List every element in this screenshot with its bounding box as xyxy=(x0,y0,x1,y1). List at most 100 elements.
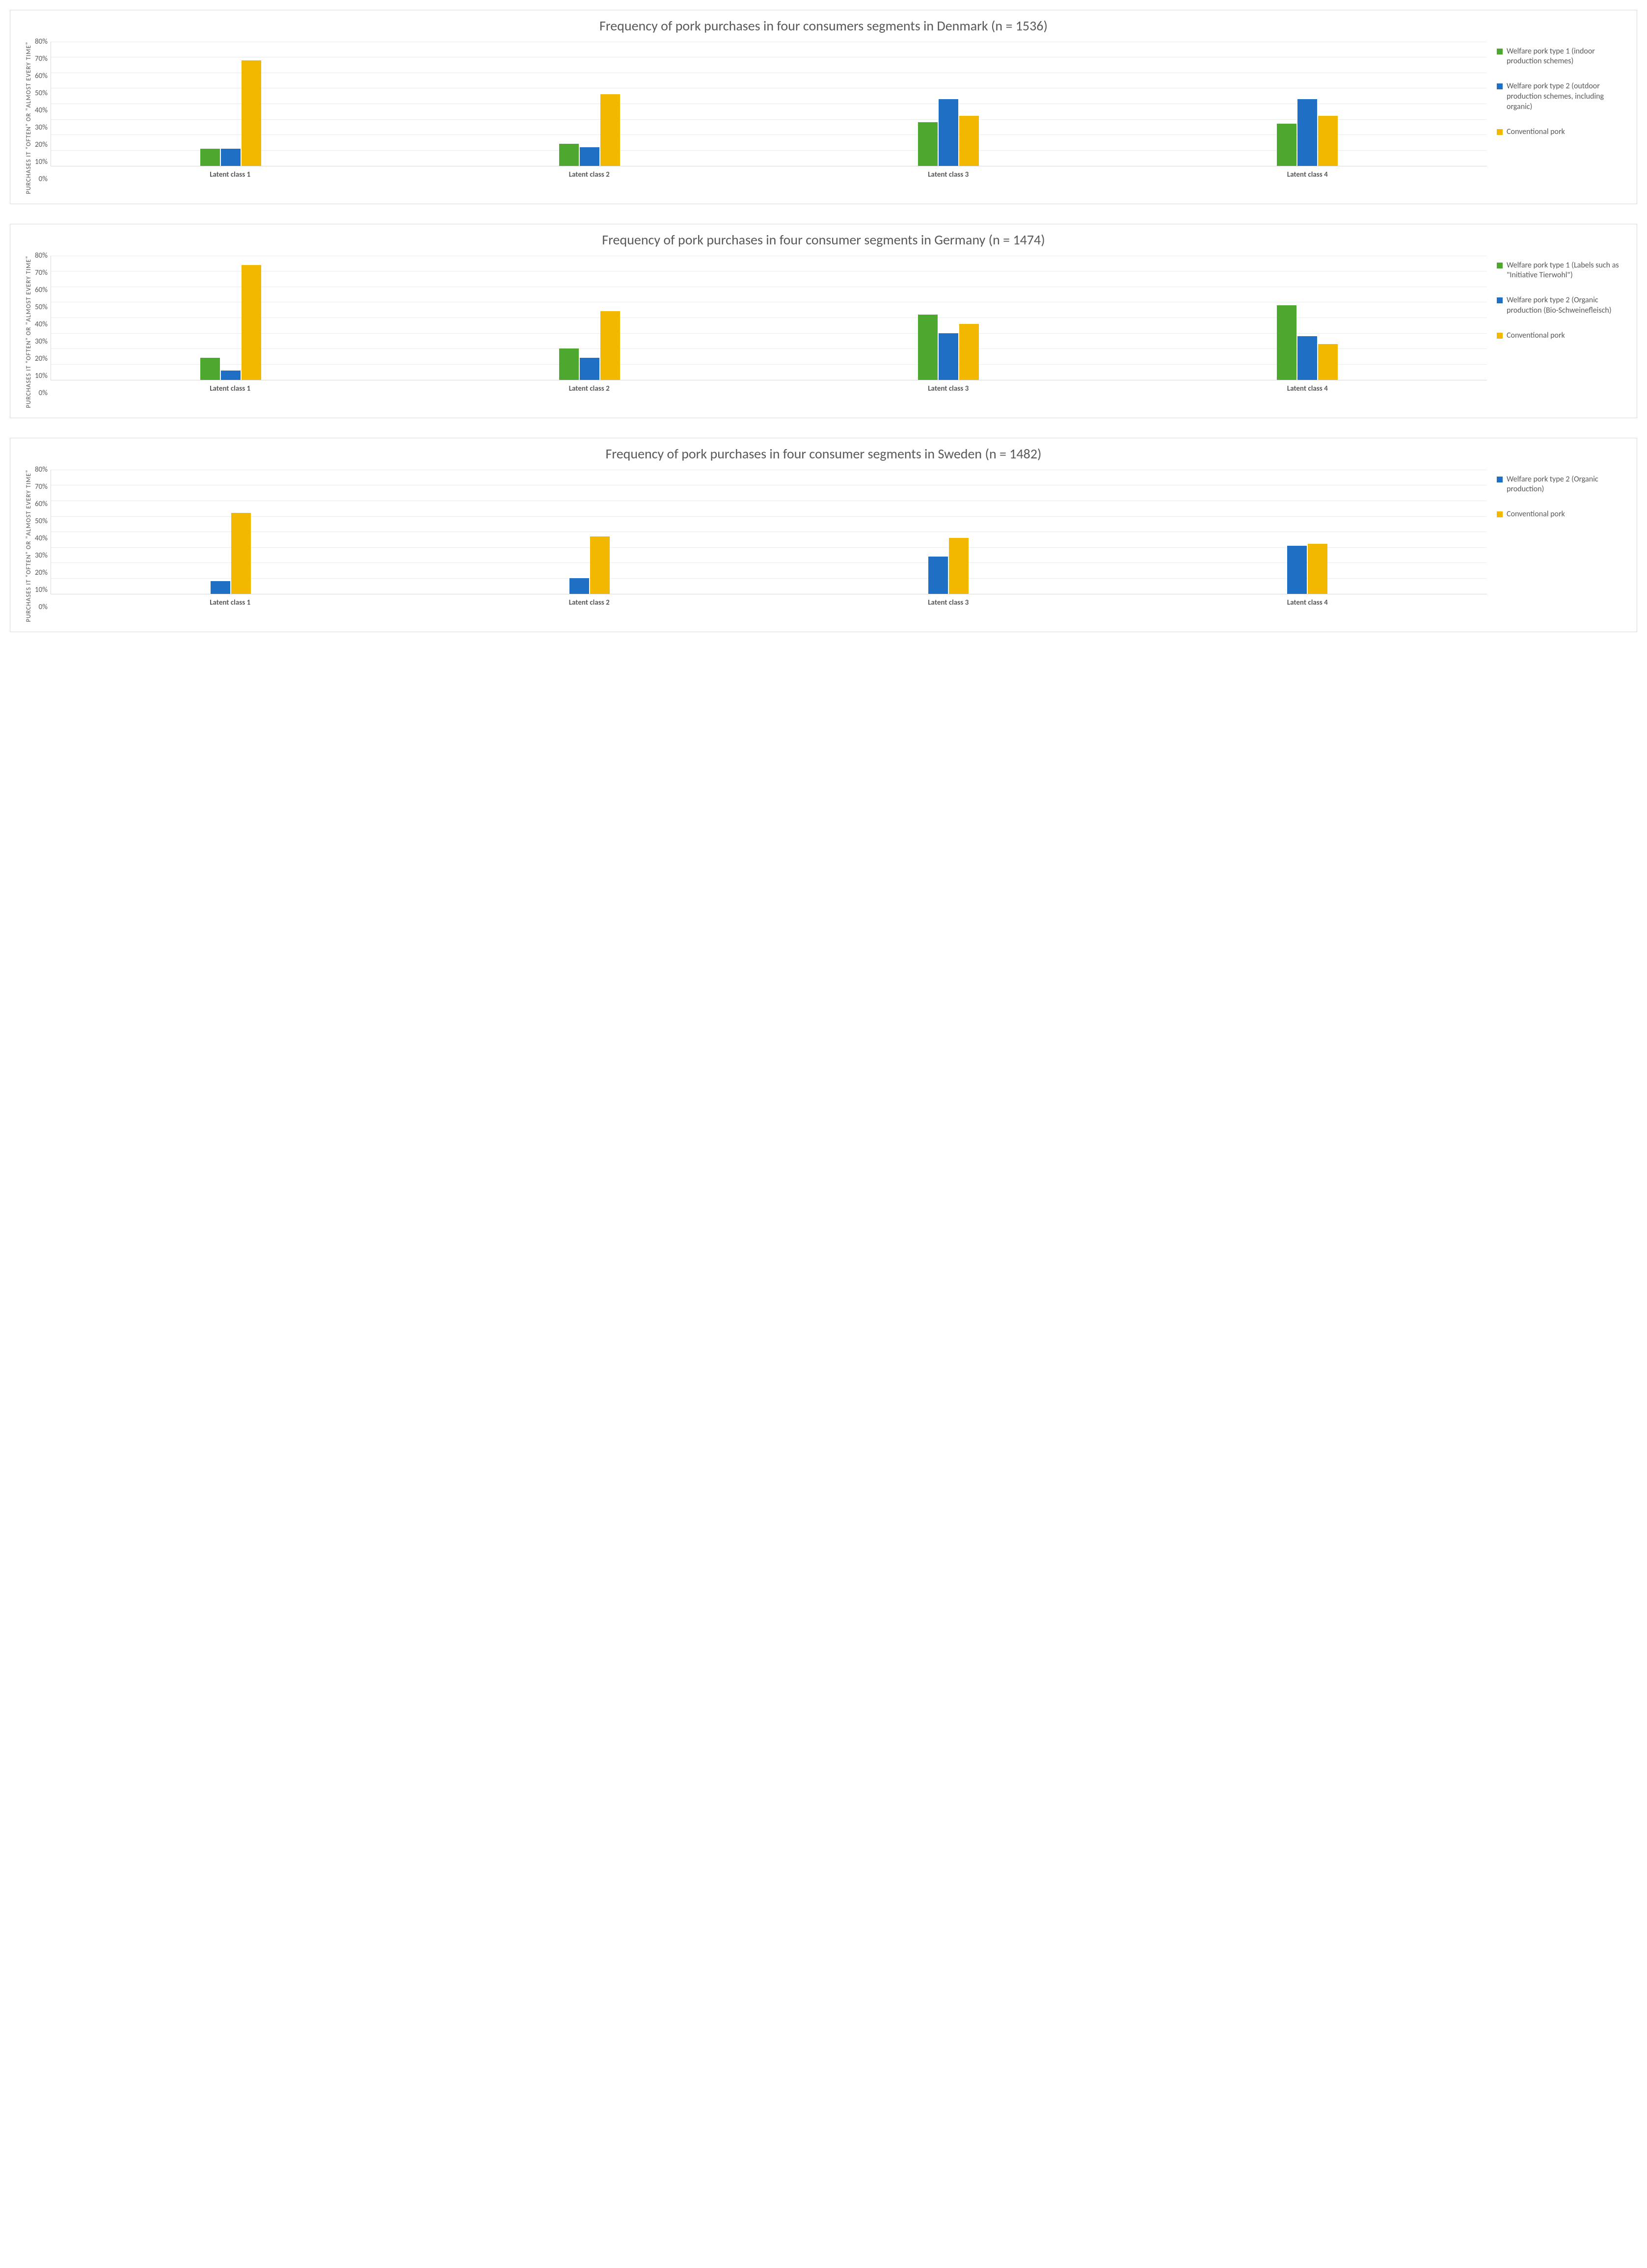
bar-group xyxy=(410,42,769,166)
x-category-label: Latent class 3 xyxy=(769,380,1128,393)
legend-item: Welfare pork type 2 (outdoor production … xyxy=(1497,81,1624,112)
legend-label: Welfare pork type 1 (Labels such as "Ini… xyxy=(1507,261,1624,281)
legend-swatch xyxy=(1497,477,1503,482)
bar-group xyxy=(769,470,1128,594)
bars-layer xyxy=(51,42,1487,166)
legend-item: Welfare pork type 2 (Organic production) xyxy=(1497,475,1624,495)
bar-group xyxy=(1128,42,1487,166)
bar xyxy=(1318,344,1338,380)
legend: Welfare pork type 1 (indoor production s… xyxy=(1487,42,1624,194)
bar xyxy=(600,311,620,379)
chart-panel-2: Frequency of pork purchases in four cons… xyxy=(10,438,1637,632)
bar xyxy=(1277,305,1296,380)
chart-title: Frequency of pork purchases in four cons… xyxy=(23,446,1624,462)
legend-swatch xyxy=(1497,263,1503,268)
plot-column: Latent class 1Latent class 2Latent class… xyxy=(51,42,1487,179)
bar xyxy=(939,99,958,166)
plot-region: 80%70%60%50%40%30%20%10%0%Latent class 1… xyxy=(35,470,1487,607)
bar xyxy=(1297,99,1317,166)
plot-and-legend: 80%70%60%50%40%30%20%10%0%Latent class 1… xyxy=(35,42,1624,194)
bar xyxy=(1308,544,1327,593)
bar xyxy=(1277,124,1296,165)
bar xyxy=(242,265,261,380)
legend-label: Welfare pork type 2 (Organic production) xyxy=(1507,475,1624,495)
bar-group xyxy=(410,256,769,380)
legend-label: Conventional pork xyxy=(1507,127,1565,137)
bar xyxy=(928,557,948,594)
bar-group xyxy=(410,470,769,594)
legend-label: Conventional pork xyxy=(1507,331,1565,341)
x-category-label: Latent class 3 xyxy=(769,166,1128,179)
bar-group xyxy=(769,42,1128,166)
chart-title: Frequency of pork purchases in four cons… xyxy=(23,18,1624,34)
chart-panel-1: Frequency of pork purchases in four cons… xyxy=(10,224,1637,418)
plot-area xyxy=(51,470,1487,594)
x-category-label: Latent class 3 xyxy=(769,594,1128,607)
plot-region: 80%70%60%50%40%30%20%10%0%Latent class 1… xyxy=(35,256,1487,393)
chart-body: PURCHASES IT "OFTEN" OR "ALMOST EVERY TI… xyxy=(23,256,1624,408)
chart-panel-0: Frequency of pork purchases in four cons… xyxy=(10,10,1637,204)
legend-label: Conventional pork xyxy=(1507,509,1565,520)
bar xyxy=(959,324,979,380)
y-ticks: 80%70%60%50%40%30%20%10%0% xyxy=(35,470,51,607)
bar xyxy=(200,358,220,379)
y-axis-label: PURCHASES IT "OFTEN" OR "ALMOST EVERY TI… xyxy=(23,470,35,622)
legend-label: Welfare pork type 1 (indoor production s… xyxy=(1507,47,1624,67)
bar-group xyxy=(769,256,1128,380)
legend-item: Welfare pork type 2 (Organic production … xyxy=(1497,295,1624,316)
bar xyxy=(939,333,958,380)
legend-swatch xyxy=(1497,83,1503,89)
x-category-label: Latent class 4 xyxy=(1128,380,1487,393)
x-category-label: Latent class 2 xyxy=(409,166,769,179)
bars-layer xyxy=(51,470,1487,594)
x-category-label: Latent class 1 xyxy=(51,166,410,179)
plot-and-legend: 80%70%60%50%40%30%20%10%0%Latent class 1… xyxy=(35,256,1624,408)
plot-column: Latent class 1Latent class 2Latent class… xyxy=(51,256,1487,393)
x-labels: Latent class 1Latent class 2Latent class… xyxy=(51,380,1487,393)
x-category-label: Latent class 2 xyxy=(409,380,769,393)
x-labels: Latent class 1Latent class 2Latent class… xyxy=(51,594,1487,607)
plot-column: Latent class 1Latent class 2Latent class… xyxy=(51,470,1487,607)
x-category-label: Latent class 1 xyxy=(51,594,410,607)
bar xyxy=(1287,546,1307,594)
bar xyxy=(242,60,261,166)
bar-group xyxy=(1128,470,1487,594)
bar xyxy=(1318,116,1338,165)
bar xyxy=(211,581,230,593)
x-category-label: Latent class 4 xyxy=(1128,166,1487,179)
bar xyxy=(231,513,251,593)
legend-item: Welfare pork type 1 (indoor production s… xyxy=(1497,47,1624,67)
plot-and-legend: 80%70%60%50%40%30%20%10%0%Latent class 1… xyxy=(35,470,1624,622)
x-category-label: Latent class 2 xyxy=(409,594,769,607)
chart-title: Frequency of pork purchases in four cons… xyxy=(23,232,1624,248)
charts-container: Frequency of pork purchases in four cons… xyxy=(10,10,1637,632)
bar xyxy=(580,358,599,379)
legend-item: Conventional pork xyxy=(1497,127,1624,137)
plot-area xyxy=(51,42,1487,166)
legend-swatch xyxy=(1497,297,1503,303)
chart-body: PURCHASES IT "OFTEN" OR "ALMOST EVERY TI… xyxy=(23,470,1624,622)
x-category-label: Latent class 4 xyxy=(1128,594,1487,607)
y-ticks: 80%70%60%50%40%30%20%10%0% xyxy=(35,42,51,179)
bar xyxy=(918,122,938,166)
legend-item: Conventional pork xyxy=(1497,331,1624,341)
x-category-label: Latent class 1 xyxy=(51,380,410,393)
legend-swatch xyxy=(1497,49,1503,54)
bar xyxy=(959,116,979,165)
bar-group xyxy=(51,256,410,380)
bar-group xyxy=(51,42,410,166)
bar-group xyxy=(51,470,410,594)
bar xyxy=(569,578,589,594)
legend-swatch xyxy=(1497,511,1503,517)
chart-body: PURCHASES IT "OFTEN" OR "ALMOST EVERY TI… xyxy=(23,42,1624,194)
y-ticks: 80%70%60%50%40%30%20%10%0% xyxy=(35,256,51,393)
bar xyxy=(590,536,610,594)
x-labels: Latent class 1Latent class 2Latent class… xyxy=(51,166,1487,179)
legend: Welfare pork type 2 (Organic production)… xyxy=(1487,470,1624,622)
y-axis-label: PURCHASES IT "OFTEN" OR "ALMOST EVERY TI… xyxy=(23,256,35,408)
plot-area xyxy=(51,256,1487,380)
bar xyxy=(580,147,599,166)
bar xyxy=(1297,336,1317,380)
legend-item: Conventional pork xyxy=(1497,509,1624,520)
bar xyxy=(200,149,220,166)
